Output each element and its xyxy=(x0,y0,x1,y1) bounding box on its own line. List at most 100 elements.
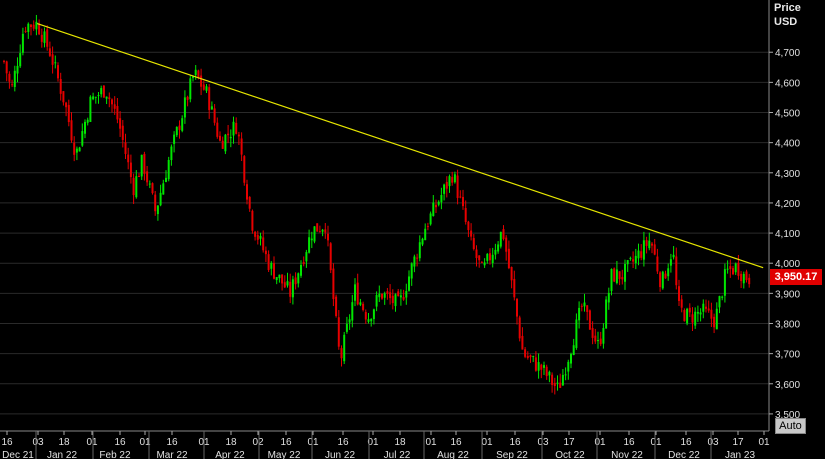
candle-body xyxy=(321,229,324,232)
candle-body xyxy=(367,319,370,322)
y-tick-label: 4,000 xyxy=(775,259,800,270)
candle-body xyxy=(129,162,132,178)
candle-body xyxy=(57,65,59,79)
auto-scale-button[interactable]: Auto xyxy=(775,418,806,434)
candle-body xyxy=(232,121,235,136)
candle-body xyxy=(448,176,451,187)
candle-body xyxy=(240,138,243,155)
candle-body xyxy=(35,21,38,30)
candle-body xyxy=(632,259,635,262)
candle-body xyxy=(264,250,267,255)
candle-body xyxy=(588,310,591,330)
candle-body xyxy=(308,237,311,253)
candle-body xyxy=(48,48,51,56)
candle-body xyxy=(688,307,691,313)
candle-body xyxy=(672,254,675,258)
candle-body xyxy=(545,366,548,377)
candle-body xyxy=(456,175,459,198)
x-day-tick-label: 01 xyxy=(86,437,98,448)
candle-body xyxy=(173,134,176,144)
candle-body xyxy=(529,355,532,358)
candle-body xyxy=(548,371,551,376)
x-month-label: Apr 22 xyxy=(215,450,245,459)
candle-body xyxy=(475,249,478,259)
x-day-tick-label: 16 xyxy=(509,437,521,448)
candle-body xyxy=(151,183,154,194)
candle-body xyxy=(124,142,127,154)
candle-body xyxy=(200,75,203,87)
candle-body xyxy=(432,202,435,217)
candle-body xyxy=(286,281,289,286)
candle-body xyxy=(467,221,470,231)
x-month-label: Jul 22 xyxy=(384,450,411,459)
candle-body xyxy=(248,196,251,209)
candle-body xyxy=(335,296,338,317)
candle-body xyxy=(424,228,427,241)
candle-body xyxy=(418,242,421,259)
x-day-tick-label: 03 xyxy=(707,437,719,448)
candle-body xyxy=(489,253,491,261)
candle-body xyxy=(243,156,246,183)
candle-body xyxy=(634,255,637,264)
candle-body xyxy=(32,24,35,29)
candle-body xyxy=(421,238,424,245)
candle-body xyxy=(667,268,670,277)
candle-body xyxy=(3,60,5,62)
candle-body xyxy=(251,210,254,231)
candle-body xyxy=(748,277,751,285)
candle-body xyxy=(75,148,78,153)
candle-body xyxy=(591,328,594,338)
candle-body xyxy=(86,119,89,123)
candle-body xyxy=(551,374,554,385)
candle-body xyxy=(675,256,678,286)
y-axis: 3,500 3,600 3,700 3,800 3,900 4,000 4,100 4,200… xyxy=(768,0,800,431)
candle-body xyxy=(586,305,589,312)
candle-body xyxy=(121,125,124,140)
candle-body xyxy=(561,374,564,386)
candle-body xyxy=(499,231,502,247)
candle-body xyxy=(270,262,273,269)
x-month-label: May 22 xyxy=(268,450,301,459)
x-day-tick-label: 17 xyxy=(732,437,744,448)
candle-body xyxy=(262,237,265,251)
x-day-tick-label: 01 xyxy=(139,437,151,448)
candle-body xyxy=(516,298,518,317)
candle-body xyxy=(464,208,467,222)
x-day-tick-label: 16 xyxy=(280,437,292,448)
candle-body xyxy=(59,79,62,94)
candle-body xyxy=(713,316,716,328)
x-day-tick-label: 18 xyxy=(225,437,237,448)
candle-body xyxy=(227,133,230,136)
candle-body xyxy=(351,302,354,321)
candle-body xyxy=(135,176,138,198)
x-axis: 16 03 18 01 16 01 16 01 18 02 16 01 16 01 18 01 16 01 16 03… xyxy=(0,430,770,459)
candle-body xyxy=(440,195,443,203)
candle-body xyxy=(16,65,19,74)
candle-body xyxy=(345,323,348,332)
trend-line xyxy=(37,23,764,269)
candle-body xyxy=(340,348,343,359)
candle-body xyxy=(24,30,27,32)
candle-body xyxy=(291,279,294,298)
candle-body xyxy=(197,70,200,79)
candle-body xyxy=(183,97,186,118)
candle-body xyxy=(437,201,440,205)
candle-body xyxy=(624,263,626,282)
candle-body xyxy=(597,340,599,342)
x-day-tick-label: 16 xyxy=(680,437,692,448)
candle-body xyxy=(386,291,389,294)
candle-body xyxy=(618,271,621,279)
x-month-label: Jan 22 xyxy=(47,450,77,459)
candle-body xyxy=(237,134,240,137)
candle-body xyxy=(478,255,481,261)
candle-body xyxy=(229,137,232,139)
candle-body xyxy=(108,97,111,100)
candle-body xyxy=(564,374,567,376)
y-tick-label: 3,700 xyxy=(775,350,800,361)
candle-body xyxy=(645,240,648,246)
candle-body xyxy=(289,281,292,297)
price-axis-title: Price xyxy=(774,2,801,14)
candle-body xyxy=(89,96,92,122)
x-day-tick-label: 16 xyxy=(1,437,13,448)
candle-body xyxy=(543,365,545,368)
